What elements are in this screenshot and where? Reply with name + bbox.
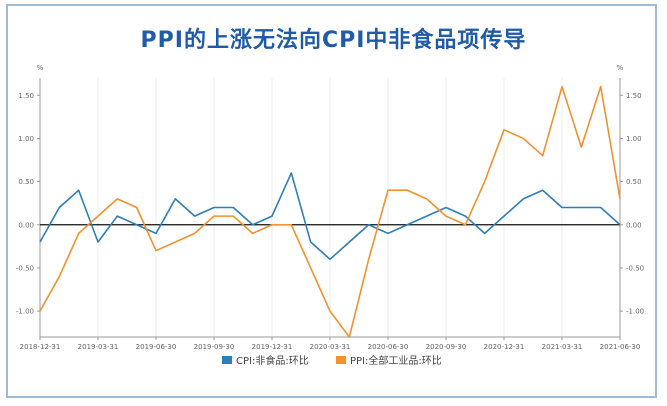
y-tick-label-right: -1.00: [626, 308, 644, 316]
y-tick-label-left: -1.00: [16, 308, 34, 316]
y-unit-right: %: [617, 64, 624, 72]
y-tick-label-right: 1.00: [626, 135, 642, 143]
series-line-cpi: [39, 172, 621, 261]
x-tick-label: 2019-06-30: [136, 343, 177, 351]
legend-label: PPI:全部工业品:环比: [350, 354, 442, 367]
x-tick-label: 2019-12-31: [252, 343, 293, 351]
x-tick-label: 2020-12-31: [484, 343, 525, 351]
y-tick-label-right: 0.00: [626, 221, 642, 229]
x-tick-label: 2020-06-30: [368, 343, 409, 351]
x-tick-label: 2019-09-30: [194, 343, 235, 351]
x-tick-label: 2018-12-31: [20, 343, 61, 351]
y-tick-label-left: 0.00: [18, 221, 34, 229]
x-tick-label: 2021-03-31: [542, 343, 583, 351]
grid-lines: [39, 78, 621, 337]
x-tick-label: 2020-09-30: [426, 343, 467, 351]
y-tick-label-right: 0.50: [626, 178, 642, 186]
legend-label: CPI:非食品:环比: [236, 354, 309, 367]
y-tick-label-left: 0.50: [18, 178, 34, 186]
x-tick-label: 2020-03-31: [310, 343, 351, 351]
series-line-ppi: [39, 85, 621, 338]
y-tick-label-left: 1.00: [18, 135, 34, 143]
x-tick-label: 2019-03-31: [78, 343, 119, 351]
legend-swatch: [222, 356, 232, 364]
y-tick-label-right: -0.50: [626, 264, 644, 272]
y-unit-left: %: [37, 64, 44, 72]
x-tick-label: 2021-06-30: [600, 343, 641, 351]
chart-title: PPI的上涨无法向CPI中非食品项传导: [140, 28, 527, 53]
y-tick-label-left: 1.50: [18, 92, 34, 100]
series-group: [39, 85, 621, 338]
legend-swatch: [336, 356, 346, 364]
legend: CPI:非食品:环比 PPI:全部工业品:环比: [222, 354, 442, 367]
y-tick-label-right: 1.50: [626, 92, 642, 100]
y-tick-label-left: -0.50: [16, 264, 34, 272]
